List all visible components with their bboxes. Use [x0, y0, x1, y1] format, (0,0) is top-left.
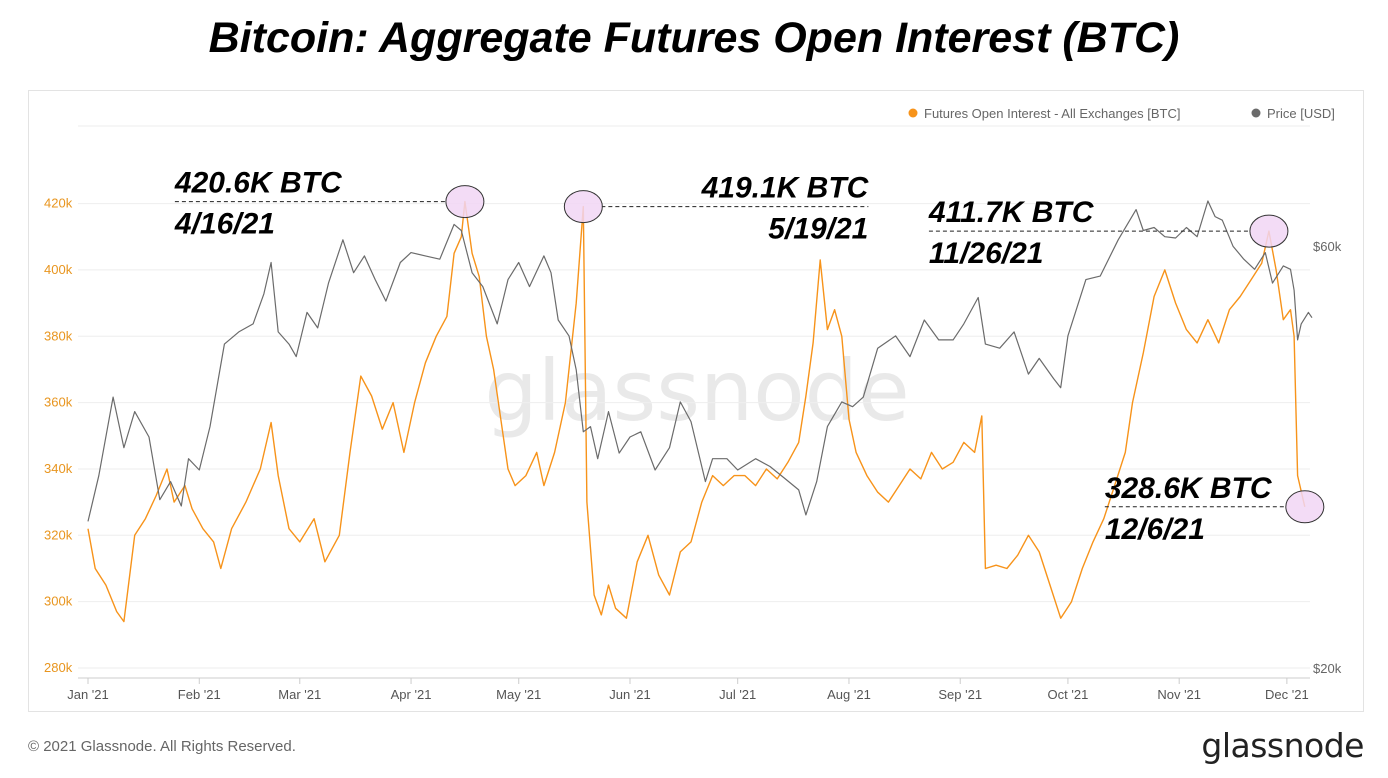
chart-frame: [28, 90, 1364, 712]
x-tick-label: Jul '21: [719, 687, 756, 702]
y-left-tick-label: 340k: [44, 461, 73, 476]
x-tick-label: Jan '21: [67, 687, 109, 702]
x-tick-label: Mar '21: [278, 687, 321, 702]
x-tick-label: Apr '21: [391, 687, 432, 702]
annotation-value-label: 420.6K BTC: [174, 167, 343, 200]
glassnode-logo: glassnode: [1201, 726, 1364, 765]
y-right-tick-label: $60k: [1313, 239, 1342, 254]
y-left-tick-label: 420k: [44, 196, 73, 211]
annotation-marker: [1285, 490, 1325, 524]
x-tick-label: Jun '21: [609, 687, 651, 702]
watermark-text: glassnode: [484, 342, 909, 440]
series-line-price: [87, 200, 1313, 522]
legend-label-open-interest: Futures Open Interest - All Exchanges [B…: [924, 106, 1181, 121]
x-tick-label: Dec '21: [1265, 687, 1309, 702]
copyright-text: © 2021 Glassnode. All Rights Reserved.: [28, 738, 296, 755]
annotation-marker: [563, 190, 603, 224]
y-left-tick-label: 360k: [44, 395, 73, 410]
annotation-date-label: 11/26/21: [929, 237, 1044, 270]
y-left-tick-label: 380k: [44, 328, 73, 343]
annotation-value-label: 328.6K BTC: [1105, 472, 1273, 505]
annotation-marker: [445, 185, 485, 219]
x-tick-label: May '21: [496, 687, 541, 702]
x-tick-label: Aug '21: [827, 687, 871, 702]
y-left-tick-label: 400k: [44, 262, 73, 277]
y-left-tick-label: 300k: [44, 594, 73, 609]
annotation-value-label: 419.1K BTC: [701, 172, 870, 205]
annotation-date-label: 4/16/21: [174, 208, 275, 241]
y-left-tick-label: 280k: [44, 660, 73, 675]
annotation-value-label: 411.7K BTC: [928, 196, 1095, 229]
annotation-marker: [1249, 214, 1289, 248]
y-right-tick-label: $20k: [1313, 661, 1342, 676]
x-tick-label: Sep '21: [938, 687, 982, 702]
legend-label-price: Price [USD]: [1267, 106, 1335, 121]
annotation-date-label: 5/19/21: [768, 213, 868, 246]
legend-marker-price: [1251, 108, 1261, 118]
x-tick-label: Feb '21: [178, 687, 221, 702]
legend-marker-open-interest: [908, 108, 918, 118]
series-line-open-interest: [87, 200, 1306, 623]
chart: glassnode 280k 300k 320k 340k 360k 380k 400k 420…: [44, 106, 1342, 702]
annotation-date-label: 12/6/21: [1105, 513, 1205, 546]
y-left-tick-label: 320k: [44, 527, 73, 542]
x-tick-label: Oct '21: [1048, 687, 1089, 702]
chart-title: Bitcoin: Aggregate Futures Open Interest…: [208, 14, 1180, 62]
x-tick-label: Nov '21: [1157, 687, 1201, 702]
